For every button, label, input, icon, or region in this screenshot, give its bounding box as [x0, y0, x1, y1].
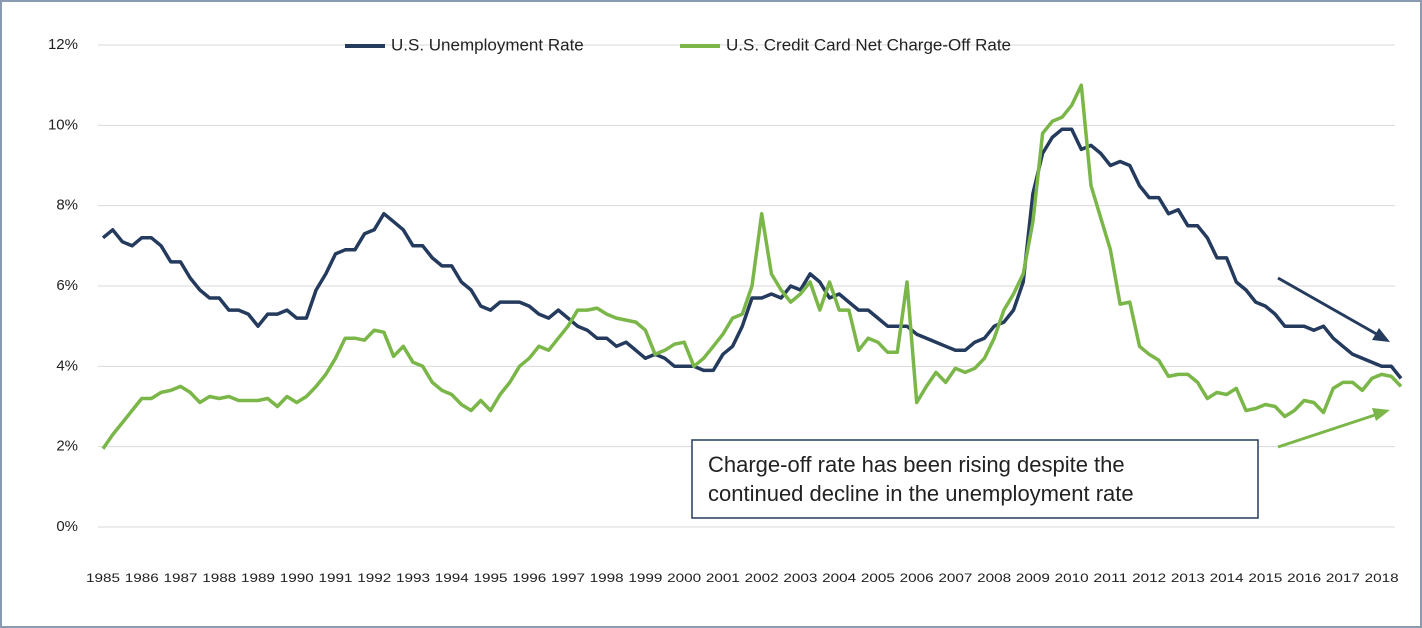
x-tick-label: 2001	[706, 571, 740, 585]
x-tick-label: 2005	[861, 571, 895, 585]
x-tick-label: 2018	[1365, 571, 1399, 585]
y-tick-label: 4%	[56, 357, 78, 374]
series-line	[101, 83, 1403, 450]
x-tick-label: 2009	[1016, 571, 1050, 585]
x-tick-label: 2002	[745, 571, 779, 585]
x-tick-label: 2012	[1132, 571, 1166, 585]
y-tick-label: 0%	[56, 518, 78, 535]
annotation-line: continued decline in the unemployment ra…	[708, 481, 1134, 506]
x-tick-label: 1985	[86, 571, 120, 585]
x-tick-label: 2014	[1210, 571, 1244, 585]
legend-label: U.S. Unemployment Rate	[391, 35, 584, 54]
x-tick-label: 2004	[822, 571, 856, 585]
annotation-line: Charge-off rate has been rising despite …	[708, 452, 1125, 477]
y-tick-label: 12%	[48, 36, 78, 53]
x-tick-label: 1989	[241, 571, 275, 585]
arrows	[1277, 276, 1390, 449]
x-tick-label: 1998	[590, 571, 624, 585]
y-tick-label: 8%	[56, 197, 78, 214]
x-tick-label: 1987	[163, 571, 197, 585]
x-tick-label: 1997	[551, 571, 585, 585]
x-tick-label: 2011	[1093, 571, 1127, 585]
y-tick-label: 10%	[48, 116, 78, 133]
x-tick-label: 2003	[783, 571, 817, 585]
series-line	[101, 127, 1403, 380]
arrow-head	[1372, 328, 1390, 342]
x-tick-label: 1988	[202, 571, 236, 585]
plot: 0% 2% 4% 6% 8% 10% 12% 1985 1986 1987 1988 1989 1990…	[48, 35, 1403, 585]
legend: U.S. Unemployment Rate U.S. Credit Card N…	[345, 35, 1011, 54]
x-tick-label: 2008	[977, 571, 1011, 585]
annotation-frame	[691, 439, 1259, 519]
arrow-down	[1277, 276, 1381, 338]
x-tick-label: 1986	[125, 571, 159, 585]
x-tick-label: 2000	[667, 571, 701, 585]
x-tick-label: 2010	[1055, 571, 1089, 585]
y-tick-label: 2%	[56, 438, 78, 455]
x-tick-label: 1993	[396, 571, 430, 585]
annotation-box: Charge-off rate has been rising despite …	[691, 439, 1259, 519]
x-tick-label: 2015	[1248, 571, 1282, 585]
x-tick-label: 2016	[1287, 571, 1321, 585]
x-tick-label: 1990	[280, 571, 314, 585]
x-tick-label: 1999	[628, 571, 662, 585]
x-tick-label: 2006	[900, 571, 934, 585]
y-tick-label: 6%	[56, 277, 78, 294]
x-tick-label: 2007	[938, 571, 972, 585]
legend-label: U.S. Credit Card Net Charge-Off Rate	[726, 35, 1011, 54]
arrow-up	[1277, 412, 1379, 449]
x-tick-label: 1991	[318, 571, 352, 585]
x-tick-label: 1994	[435, 571, 469, 585]
arrow-head	[1372, 408, 1390, 421]
x-tick-label: 2017	[1326, 571, 1360, 585]
x-tick-label: 1992	[357, 571, 391, 585]
x-tick-label: 1996	[512, 571, 546, 585]
x-tick-label: 2013	[1171, 571, 1205, 585]
x-tick-label: 1995	[473, 571, 507, 585]
